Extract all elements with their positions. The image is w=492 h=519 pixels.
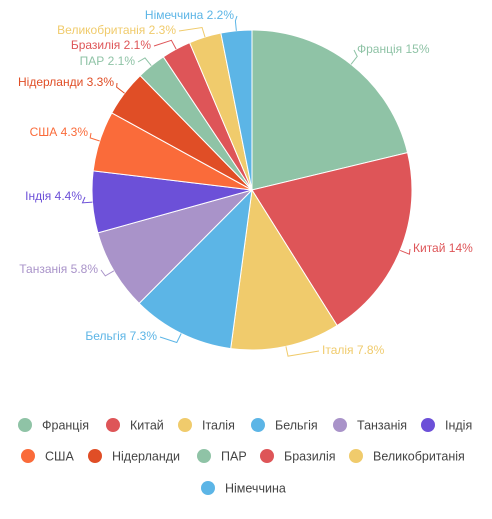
label-value: 5.8% [71, 262, 99, 276]
label-name: Італія [322, 343, 354, 357]
legend-marker [21, 449, 35, 463]
leader-line [81, 196, 93, 204]
legend-marker [333, 418, 347, 432]
label-value: 7.8% [357, 343, 385, 357]
legend-label[interactable]: Китай [130, 418, 164, 432]
leader-line [399, 248, 411, 255]
leader-line [89, 132, 100, 142]
legend-marker [421, 418, 435, 432]
data-label: Італія 7.8% [322, 343, 385, 357]
legend-marker [260, 449, 274, 463]
label-name: Німеччина [145, 8, 204, 22]
leader-line [100, 269, 115, 277]
label-value: 4.4% [55, 189, 83, 203]
legend-marker [106, 418, 120, 432]
data-label: Китай 14% [413, 241, 473, 255]
data-label: Великобританія 2.3% [57, 23, 176, 37]
legend-label[interactable]: Великобританія [373, 449, 465, 463]
data-label: Бразилія 2.1% [71, 38, 151, 52]
label-name: Нідерланди [18, 75, 83, 89]
label-value: 2.2% [207, 8, 235, 22]
data-label: Бельгія 7.3% [85, 329, 157, 343]
legend-marker [197, 449, 211, 463]
legend-marker [201, 481, 215, 495]
label-name: США [30, 125, 58, 139]
pie-slice [138, 188, 253, 350]
legend-label[interactable]: США [45, 449, 74, 463]
leader-line [137, 57, 152, 66]
label-value: 15% [405, 42, 429, 56]
pie-slice [251, 152, 413, 327]
data-label: Індія 4.4% [25, 189, 82, 203]
pie-slice [220, 29, 253, 191]
pie-slice [230, 188, 338, 351]
label-name: Китай [413, 241, 445, 255]
label-name: Великобританія [57, 23, 145, 37]
legend-label[interactable]: Німеччина [225, 481, 286, 495]
data-label: Франція 15% [357, 42, 430, 56]
data-label: Німеччина 2.2% [145, 8, 234, 22]
label-value: 2.1% [108, 54, 136, 68]
legend-label[interactable]: ПАР [221, 449, 247, 463]
legend-label[interactable]: Бельгія [275, 418, 318, 432]
leader-line [350, 49, 358, 65]
leader-line [116, 82, 125, 94]
label-value: 7.3% [130, 329, 158, 343]
legend-label[interactable]: Танзанія [357, 418, 407, 432]
label-name: Франція [357, 42, 402, 56]
leader-line [153, 39, 177, 50]
label-value: 2.1% [124, 38, 152, 52]
data-label: ПАР 2.1% [80, 54, 136, 68]
legend-label[interactable]: Франція [42, 418, 89, 432]
legend-marker [178, 418, 192, 432]
label-value: 2.3% [149, 23, 177, 37]
data-label: Танзанія 5.8% [19, 262, 98, 276]
pie-slice [251, 29, 409, 191]
leader-line [178, 26, 206, 38]
label-name: ПАР [80, 54, 105, 68]
legend-marker [18, 418, 32, 432]
label-value: 4.3% [61, 125, 89, 139]
label-value: 14% [449, 241, 473, 255]
legend-marker [349, 449, 363, 463]
label-value: 3.3% [87, 75, 115, 89]
legend-marker [251, 418, 265, 432]
data-label: Нідерланди 3.3% [18, 75, 114, 89]
label-name: Танзанія [19, 262, 67, 276]
label-name: Бельгія [85, 329, 126, 343]
leader-line [159, 333, 182, 344]
leader-line [234, 15, 238, 31]
leader-line [285, 346, 320, 357]
legend-label[interactable]: Індія [445, 418, 472, 432]
label-name: Індія [25, 189, 51, 203]
label-name: Бразилія [71, 38, 120, 52]
legend-label[interactable]: Італія [202, 418, 235, 432]
legend-label[interactable]: Бразилія [284, 449, 336, 463]
legend-marker [88, 449, 102, 463]
data-label: США 4.3% [30, 125, 89, 139]
legend-label[interactable]: Нідерланди [112, 449, 180, 463]
